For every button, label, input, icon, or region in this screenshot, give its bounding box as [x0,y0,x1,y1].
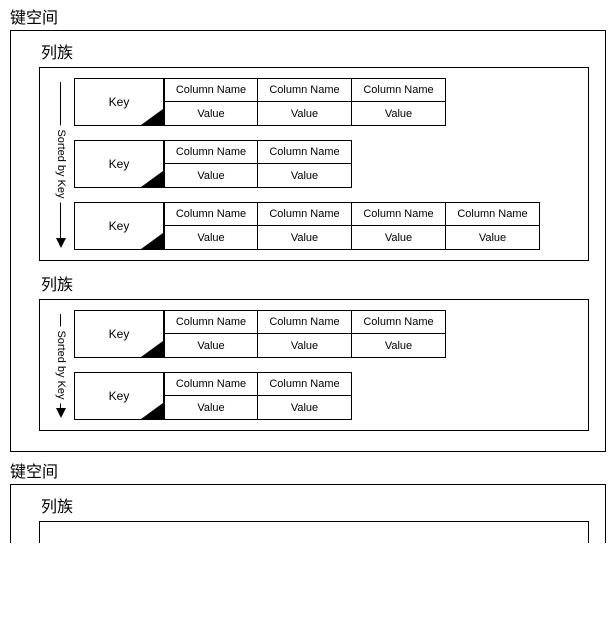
column-name-cell: Column Name [258,310,352,334]
rows-container: Key Column Name Value Column Name Value [74,78,580,250]
value-cell: Value [258,334,352,358]
value-cell: Value [352,102,446,126]
key-cell: Key [74,310,164,358]
wedge-icon [141,233,163,249]
diagram-canvas: 键空间 列族 Sorted by Key Key [0,0,616,639]
column: Column Name Value [258,202,352,250]
keyspace-title: 键空间 [10,458,616,482]
column-name-cell: Column Name [258,140,352,164]
value-cell: Value [164,164,258,188]
column-name-cell: Column Name [258,78,352,102]
column-family-title: 列族 [41,493,597,517]
data-row: Key Column Name Value Column Name Value [74,372,580,420]
key-cell: Key [74,140,164,188]
sort-arrow-label: Sorted by Key [55,326,67,403]
column-name-cell: Column Name [164,372,258,396]
column: Column Name Value [352,78,446,126]
sort-arrow: Sorted by Key [48,78,74,250]
column: Column Name Value [258,140,352,188]
data-row: Key Column Name Value Column Name Value [74,202,580,250]
column: Column Name Value [258,78,352,126]
column: Column Name Value [352,202,446,250]
wedge-icon [141,403,163,419]
keyspace-box-partial: 列族 [10,484,606,543]
column-name-cell: Column Name [164,140,258,164]
value-cell: Value [258,396,352,420]
value-cell: Value [258,102,352,126]
value-cell: Value [352,334,446,358]
value-cell: Value [164,334,258,358]
column-family-box: Sorted by Key Key Column Name Value [39,299,589,431]
sort-arrow: Sorted by Key [48,310,74,420]
data-row: Key Column Name Value Column Name Value [74,78,580,126]
wedge-icon [141,341,163,357]
column-family-box: Sorted by Key Key Column Name Value [39,67,589,261]
column: Column Name Value [258,310,352,358]
rows-container: Key Column Name Value Column Name Value [74,310,580,420]
keyspace-title: 键空间 [10,4,616,28]
column: Column Name Value [164,310,258,358]
column-family-title: 列族 [41,39,597,63]
value-cell: Value [164,226,258,250]
column-name-cell: Column Name [164,78,258,102]
key-cell: Key [74,372,164,420]
column-name-cell: Column Name [258,202,352,226]
column: Column Name Value [164,78,258,126]
column: Column Name Value [352,310,446,358]
column-name-cell: Column Name [164,202,258,226]
column-name-cell: Column Name [352,202,446,226]
key-cell: Key [74,202,164,250]
value-cell: Value [258,164,352,188]
key-cell: Key [74,78,164,126]
column: Column Name Value [446,202,540,250]
value-cell: Value [352,226,446,250]
column-family-title: 列族 [41,271,597,295]
value-cell: Value [164,102,258,126]
wedge-icon [141,171,163,187]
column-name-cell: Column Name [164,310,258,334]
column: Column Name Value [164,202,258,250]
column: Column Name Value [258,372,352,420]
column-name-cell: Column Name [352,78,446,102]
column-name-cell: Column Name [446,202,540,226]
column: Column Name Value [164,140,258,188]
column-family-box-partial [39,521,589,543]
column-name-cell: Column Name [258,372,352,396]
value-cell: Value [258,226,352,250]
value-cell: Value [446,226,540,250]
sort-arrow-label: Sorted by Key [55,125,67,202]
data-row: Key Column Name Value Column Name Value [74,140,580,188]
value-cell: Value [164,396,258,420]
column: Column Name Value [164,372,258,420]
wedge-icon [141,109,163,125]
column-name-cell: Column Name [352,310,446,334]
keyspace-box: 列族 Sorted by Key Key [10,30,606,452]
data-row: Key Column Name Value Column Name Value [74,310,580,358]
